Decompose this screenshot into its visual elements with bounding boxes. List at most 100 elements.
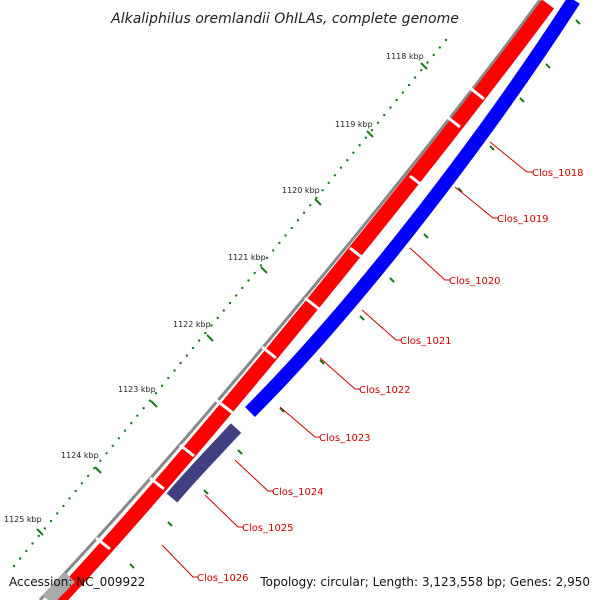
inner-tick xyxy=(167,521,173,527)
inner-tick-marks xyxy=(129,19,581,569)
coordinate-dot xyxy=(352,151,355,154)
coordinate-dot xyxy=(284,234,287,237)
coordinate-dot xyxy=(259,264,263,267)
inner-tick xyxy=(389,277,395,283)
coordinate-dot xyxy=(235,294,238,297)
coordinate-dot xyxy=(272,249,275,252)
kbp-label: 1119 kbp xyxy=(335,120,373,129)
gene-label: Clos_1020 xyxy=(449,276,501,287)
coordinate-dot xyxy=(401,91,404,94)
kbp-tick xyxy=(260,266,268,274)
kbp-label: 1125 kbp xyxy=(4,515,42,524)
gene-label: Clos_1018 xyxy=(532,168,584,179)
coordinate-dot xyxy=(56,512,59,515)
kbp-label: 1118 kbp xyxy=(386,52,424,61)
coordinate-dot xyxy=(228,301,232,305)
gene-label: Clos_1019 xyxy=(497,214,549,225)
coordinate-dot xyxy=(426,61,429,64)
coordinate-dot xyxy=(309,204,312,207)
coordinate-dot xyxy=(111,444,114,447)
coordinate-dot xyxy=(444,38,448,42)
kbp-tick xyxy=(314,198,322,206)
coordinate-dot xyxy=(358,144,361,147)
coordinate-dot xyxy=(321,189,324,192)
gene-label: Clos_1026 xyxy=(197,573,249,584)
coordinate-dot xyxy=(117,437,121,440)
coordinate-dot xyxy=(154,392,158,395)
coordinate-dot xyxy=(123,429,127,432)
inner-tick xyxy=(489,145,495,151)
inner-tick xyxy=(129,563,135,569)
inner-tick xyxy=(519,97,525,103)
coordinate-dot xyxy=(278,241,281,245)
coordinate-dot xyxy=(68,497,71,500)
inner-tick xyxy=(203,489,209,495)
coordinate-dot xyxy=(370,129,374,132)
inner-tick xyxy=(237,449,243,455)
coordinate-dot xyxy=(247,279,250,282)
coordinate-dot xyxy=(302,211,306,214)
gene-label: Clos_1021 xyxy=(400,336,452,347)
inner-tick xyxy=(575,19,581,25)
reverse-strand xyxy=(166,0,580,503)
gene-label: Clos_1025 xyxy=(242,523,294,534)
kbp-label: 1122 kbp xyxy=(173,320,211,329)
coordinate-dot xyxy=(339,166,343,169)
accession-text: Accession: NC_009922 xyxy=(9,575,146,589)
kbp-tick xyxy=(420,62,428,70)
coordinate-dot xyxy=(364,136,367,139)
coordinate-dot xyxy=(253,271,256,275)
coordinate-dot xyxy=(167,376,170,380)
coordinate-dot xyxy=(383,113,386,117)
reverse-pseudo-cds xyxy=(166,423,242,503)
kbp-tick xyxy=(94,466,102,474)
kbp-tick xyxy=(206,334,214,342)
coordinate-dot xyxy=(197,339,201,342)
coordinate-dot xyxy=(333,174,337,177)
genome-backbone xyxy=(38,0,542,600)
coordinate-dot xyxy=(99,459,102,462)
map-title: Alkaliphilus oremlandii OhILAs, complete… xyxy=(110,11,459,27)
coordinate-dot xyxy=(265,256,269,260)
coordinate-dot xyxy=(395,98,398,102)
coordinate-dot xyxy=(191,346,195,350)
topology-text: Topology: circular; Length: 3,123,558 bp… xyxy=(260,575,590,589)
kbp-label: 1124 kbp xyxy=(61,451,99,460)
coordinate-dots xyxy=(12,38,448,568)
coordinate-dot xyxy=(438,46,441,49)
inner-tick xyxy=(359,315,365,321)
coordinate-dot xyxy=(148,399,151,402)
coordinate-dot xyxy=(12,564,16,568)
coordinate-dot xyxy=(31,542,34,545)
kbp-label: 1121 kbp xyxy=(228,253,266,262)
kbp-tick xyxy=(150,400,158,408)
forward-cds-gaps xyxy=(95,86,485,551)
coordinate-dot xyxy=(346,159,349,162)
kbp-tick xyxy=(36,528,44,536)
gene-label: Clos_1022 xyxy=(359,385,411,396)
coordinate-dot xyxy=(49,519,53,523)
coordinate-dot xyxy=(241,286,244,290)
inner-tick xyxy=(319,359,325,365)
coordinate-dot xyxy=(204,331,207,335)
coordinate-dot xyxy=(43,527,47,530)
forward-cds-track xyxy=(52,0,555,600)
coordinate-dot xyxy=(74,489,77,493)
coordinate-dot xyxy=(179,361,182,365)
inner-tick xyxy=(457,187,463,193)
coordinate-dot xyxy=(290,226,293,230)
coordinate-dot xyxy=(86,474,90,477)
coordinate-dot xyxy=(210,324,213,327)
coordinate-dot xyxy=(185,354,188,357)
coordinate-dot xyxy=(389,106,392,109)
coordinate-dot xyxy=(136,414,139,417)
coordinate-dot xyxy=(173,369,176,372)
kbp-label: 1123 kbp xyxy=(118,385,156,394)
coordinate-dot xyxy=(376,121,380,124)
gene-labels: Clos_1018 Clos_1019 Clos_1020 Clos_1021 … xyxy=(197,168,584,584)
coordinate-dot xyxy=(142,407,145,410)
reverse-cds-track xyxy=(245,0,580,417)
coordinate-dot xyxy=(19,557,22,560)
coordinate-dot xyxy=(130,422,133,425)
inner-tick xyxy=(423,233,429,239)
